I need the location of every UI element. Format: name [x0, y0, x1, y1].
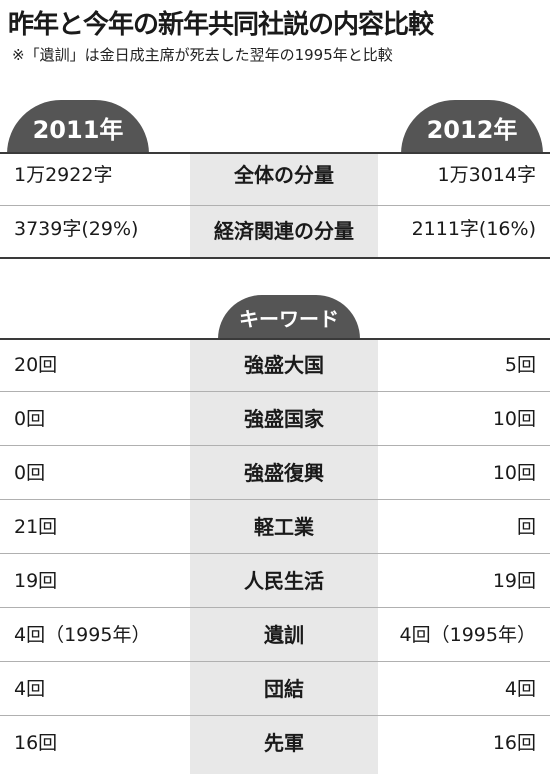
- keyword-row-divider: [0, 715, 550, 716]
- keyword-label: 強盛復興: [244, 461, 324, 485]
- keyword-2012-count: 4回: [504, 678, 536, 700]
- keyword-label: 遺訓: [264, 623, 304, 647]
- keyword-2012-count: 4回（1995年）: [399, 624, 536, 646]
- keyword-row-divider: [0, 445, 550, 446]
- keyword-row-divider: [0, 661, 550, 662]
- summary-2012-economy: 2111字(16%): [411, 218, 536, 240]
- keyword-2012-count: 19回: [492, 570, 536, 592]
- year-2011-header: 2011年: [7, 100, 149, 154]
- summary-center-column: [190, 154, 378, 258]
- keyword-row-divider: [0, 553, 550, 554]
- keyword-2012-count: 10回: [492, 462, 536, 484]
- keyword-label: 軽工業: [254, 515, 314, 539]
- keywords-center-column: [190, 339, 378, 774]
- summary-label-total: 全体の分量: [234, 163, 334, 187]
- summary-top-rule: [0, 152, 550, 154]
- keyword-2011-count: 0回: [14, 408, 46, 430]
- footnote: ※「遺訓」は金日成主席が死去した翌年の1995年と比較: [12, 46, 393, 64]
- summary-2011-economy: 3739字(29%): [14, 218, 139, 240]
- summary-2011-total: 1万2922字: [14, 164, 113, 186]
- keyword-row-divider: [0, 499, 550, 500]
- keyword-label: 人民生活: [244, 569, 324, 593]
- keyword-row-divider: [0, 391, 550, 392]
- keyword-label: 団結: [264, 677, 304, 701]
- keyword-2011-count: 4回（1995年）: [14, 624, 151, 646]
- keyword-2011-count: 16回: [14, 732, 58, 754]
- page-title: 昨年と今年の新年共同社説の内容比較: [8, 10, 434, 40]
- summary-row-divider: [0, 205, 550, 206]
- keyword-2012-count: 16回: [492, 732, 536, 754]
- keyword-row-divider: [0, 607, 550, 608]
- keyword-2011-count: 0回: [14, 462, 46, 484]
- keywords-top-rule: [0, 338, 550, 340]
- summary-bottom-rule: [0, 257, 550, 259]
- keyword-label: 先軍: [264, 731, 304, 755]
- keyword-2011-count: 21回: [14, 516, 58, 538]
- keyword-label: 強盛国家: [244, 407, 324, 431]
- keyword-2012-count: 5回: [504, 354, 536, 376]
- keywords-header: キーワード: [218, 295, 360, 339]
- keyword-2011-count: 19回: [14, 570, 58, 592]
- summary-2012-total: 1万3014字: [437, 164, 536, 186]
- keyword-2011-count: 20回: [14, 354, 58, 376]
- keyword-2012-count: 回: [516, 516, 536, 538]
- keyword-2012-count: 10回: [492, 408, 536, 430]
- year-2012-header: 2012年: [401, 100, 543, 154]
- keyword-2011-count: 4回: [14, 678, 46, 700]
- summary-label-economy: 経済関連の分量: [214, 219, 354, 243]
- keyword-label: 強盛大国: [244, 353, 324, 377]
